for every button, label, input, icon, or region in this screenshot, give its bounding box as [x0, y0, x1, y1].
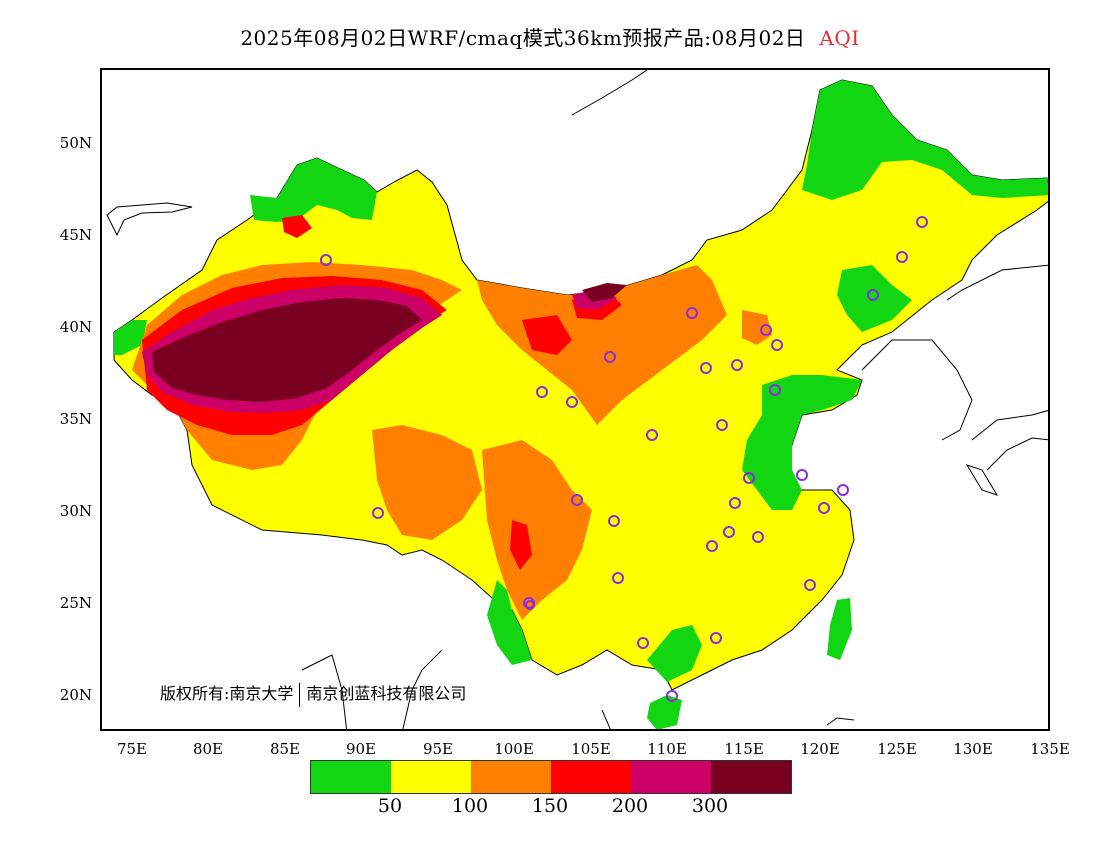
region-good-south	[487, 580, 532, 665]
region-good-liaoning	[837, 265, 912, 332]
region-hazardous-north	[582, 283, 627, 302]
region-sensitive-sichuan	[482, 440, 592, 620]
station-markers	[320, 216, 928, 702]
x-tick-label: 95E	[422, 740, 454, 758]
copyright-right: 南京创蓝科技有限公司	[306, 684, 467, 703]
x-tick-label: 85E	[269, 740, 301, 758]
region-good-guangdong	[647, 625, 702, 682]
legend-swatch-good	[311, 761, 391, 793]
x-tick-label: 120E	[800, 740, 840, 758]
x-tick-label: 90E	[345, 740, 377, 758]
region-good-hainan	[647, 695, 682, 729]
x-tick-label: 110E	[647, 740, 687, 758]
copyright-left: 版权所有:南京大学	[160, 684, 294, 703]
region-sensitive-ne-patch	[742, 310, 772, 345]
x-tick-label: 75E	[116, 740, 148, 758]
legend-label: 200	[611, 795, 649, 817]
legend-label: 100	[451, 795, 489, 817]
copyright-text: 版权所有:南京大学 南京创蓝科技有限公司	[160, 680, 466, 707]
color-legend	[310, 760, 792, 794]
legend-swatch-very-unhealthy	[631, 761, 711, 793]
region-sensitive-central	[477, 265, 727, 425]
region-unhealthy-gansu	[522, 315, 572, 355]
region-hazardous-west	[152, 298, 422, 402]
legend-label: 50	[377, 795, 403, 817]
map-panel	[100, 68, 1050, 731]
region-good-east-coast	[742, 375, 862, 510]
y-tick-label: 50N	[59, 134, 92, 152]
legend-swatch-moderate	[391, 761, 471, 793]
x-tick-label: 115E	[724, 740, 764, 758]
y-tick-label: 45N	[59, 226, 92, 244]
copyright-separator	[299, 682, 301, 707]
map-title-main: 2025年08月02日WRF/cmaq模式36km预报产品:08月02日	[240, 26, 806, 50]
x-tick-label: 130E	[953, 740, 993, 758]
aqi-map	[106, 70, 1048, 729]
y-tick-label: 30N	[59, 502, 92, 520]
x-tick-label: 135E	[1030, 740, 1070, 758]
region-good-northeast	[802, 80, 1048, 200]
coastlines	[106, 70, 1048, 729]
legend-swatch-hazardous	[711, 761, 791, 793]
x-tick-label: 80E	[192, 740, 224, 758]
region-good-west-edge	[114, 320, 147, 355]
legend-label: 150	[531, 795, 569, 817]
region-good-taiwan	[827, 598, 852, 660]
map-title: 2025年08月02日WRF/cmaq模式36km预报产品:08月02日 AQI	[0, 22, 1100, 51]
region-unhealthy-yunnan	[510, 520, 532, 570]
legend-swatch-unhealthy	[551, 761, 631, 793]
x-tick-label: 100E	[494, 740, 534, 758]
legend-swatch-sensitive	[471, 761, 551, 793]
y-tick-label: 35N	[59, 410, 92, 428]
y-tick-label: 20N	[59, 686, 92, 704]
region-sensitive-tibet	[372, 425, 482, 540]
map-title-variable: AQI	[819, 26, 860, 50]
x-tick-label: 125E	[877, 740, 917, 758]
y-tick-label: 25N	[59, 594, 92, 612]
region-good-northwest	[250, 158, 377, 222]
x-tick-label: 105E	[571, 740, 611, 758]
region-unhealthy-xinjiang-spot	[282, 215, 312, 238]
y-tick-label: 40N	[59, 318, 92, 336]
legend-label: 300	[691, 795, 729, 817]
